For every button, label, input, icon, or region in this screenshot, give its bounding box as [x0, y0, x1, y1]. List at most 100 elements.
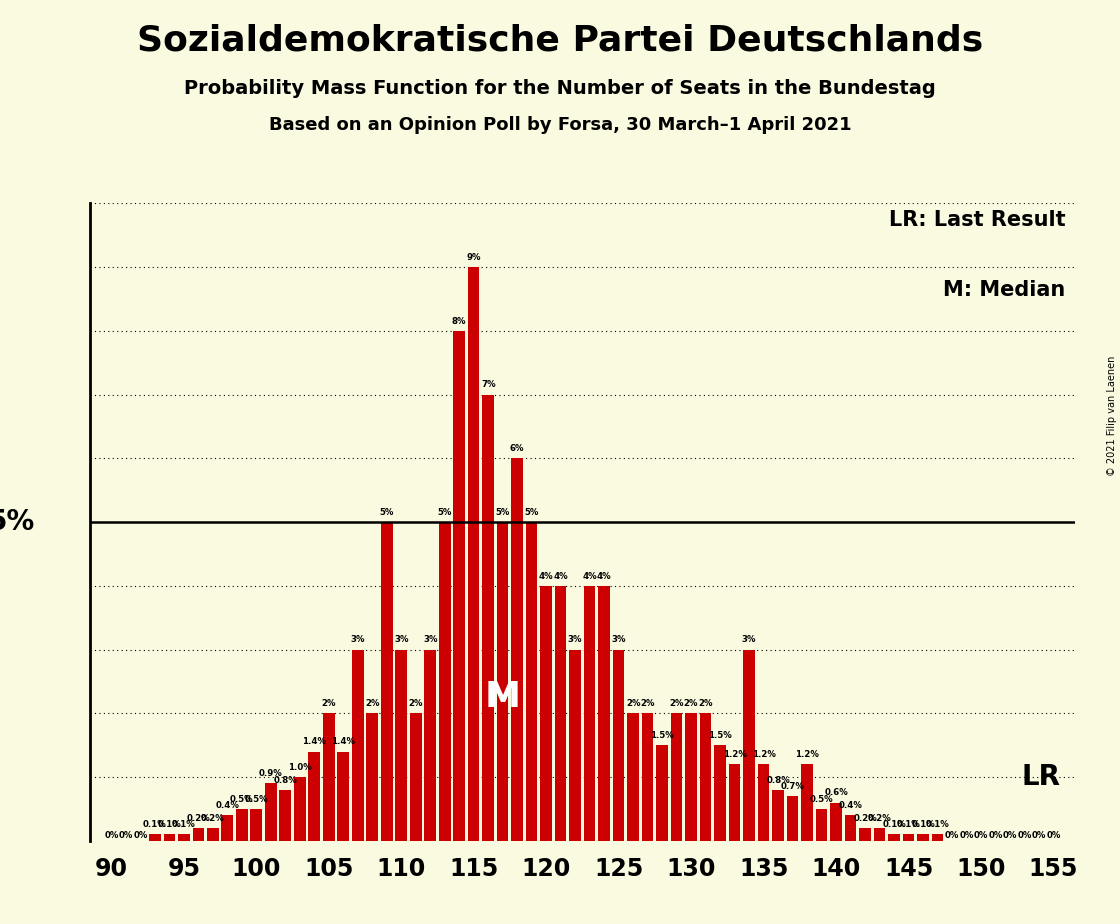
- Text: Probability Mass Function for the Number of Seats in the Bundestag: Probability Mass Function for the Number…: [184, 79, 936, 98]
- Bar: [323, 713, 335, 841]
- Text: 0.8%: 0.8%: [273, 776, 297, 784]
- Bar: [801, 764, 813, 841]
- Text: 0%: 0%: [1046, 831, 1061, 840]
- Bar: [844, 815, 857, 841]
- Text: 5%: 5%: [524, 508, 539, 517]
- Text: 4%: 4%: [597, 572, 612, 580]
- Text: 0.5%: 0.5%: [810, 795, 833, 804]
- Bar: [671, 713, 682, 841]
- Bar: [395, 650, 407, 841]
- Text: 0.1%: 0.1%: [925, 821, 950, 830]
- Text: M: M: [485, 680, 521, 714]
- Bar: [526, 522, 538, 841]
- Bar: [308, 751, 320, 841]
- Bar: [700, 713, 711, 841]
- Bar: [366, 713, 379, 841]
- Bar: [337, 751, 349, 841]
- Text: 4%: 4%: [539, 572, 553, 580]
- Bar: [830, 803, 842, 841]
- Bar: [815, 809, 828, 841]
- Bar: [584, 586, 596, 841]
- Text: © 2021 Filip van Laenen: © 2021 Filip van Laenen: [1108, 356, 1117, 476]
- Text: 1.4%: 1.4%: [302, 737, 326, 747]
- Bar: [786, 796, 799, 841]
- Text: 1.2%: 1.2%: [752, 750, 775, 760]
- Text: 1.5%: 1.5%: [651, 731, 674, 740]
- Bar: [468, 267, 479, 841]
- Bar: [744, 650, 755, 841]
- Bar: [424, 650, 436, 841]
- Bar: [569, 650, 581, 841]
- Text: 2%: 2%: [699, 699, 712, 708]
- Bar: [656, 745, 668, 841]
- Text: 1.2%: 1.2%: [795, 750, 819, 760]
- Text: 0%: 0%: [988, 831, 1002, 840]
- Bar: [497, 522, 508, 841]
- Bar: [381, 522, 392, 841]
- Text: 2%: 2%: [409, 699, 423, 708]
- Bar: [149, 834, 160, 841]
- Text: 0.4%: 0.4%: [215, 801, 240, 810]
- Text: 3%: 3%: [741, 636, 756, 644]
- Text: 1.2%: 1.2%: [722, 750, 747, 760]
- Text: 8%: 8%: [452, 317, 466, 325]
- Bar: [642, 713, 653, 841]
- Bar: [613, 650, 625, 841]
- Text: 0.9%: 0.9%: [259, 770, 282, 778]
- Text: 0.1%: 0.1%: [912, 821, 935, 830]
- Text: 5%: 5%: [495, 508, 510, 517]
- Bar: [236, 809, 248, 841]
- Text: 4%: 4%: [582, 572, 597, 580]
- Text: 1.5%: 1.5%: [708, 731, 732, 740]
- Bar: [888, 834, 899, 841]
- Bar: [280, 790, 291, 841]
- Text: 2%: 2%: [684, 699, 699, 708]
- Text: 0.5%: 0.5%: [244, 795, 268, 804]
- Text: 6%: 6%: [510, 444, 524, 453]
- Bar: [512, 458, 523, 841]
- Text: 0.4%: 0.4%: [839, 801, 862, 810]
- Text: 9%: 9%: [466, 253, 480, 261]
- Text: 0%: 0%: [133, 831, 148, 840]
- Bar: [410, 713, 421, 841]
- Text: 3%: 3%: [394, 636, 409, 644]
- Bar: [715, 745, 726, 841]
- Text: 0.2%: 0.2%: [868, 814, 892, 823]
- Bar: [439, 522, 450, 841]
- Text: 0%: 0%: [1032, 831, 1046, 840]
- Text: M: Median: M: Median: [943, 280, 1065, 299]
- Text: LR: Last Result: LR: Last Result: [888, 210, 1065, 230]
- Bar: [758, 764, 769, 841]
- Text: 2%: 2%: [641, 699, 655, 708]
- Text: 3%: 3%: [568, 636, 582, 644]
- Text: 3%: 3%: [612, 636, 626, 644]
- Bar: [193, 828, 204, 841]
- Bar: [773, 790, 784, 841]
- Bar: [729, 764, 740, 841]
- Bar: [627, 713, 638, 841]
- Bar: [540, 586, 552, 841]
- Text: 1.0%: 1.0%: [288, 763, 311, 772]
- Text: 0.2%: 0.2%: [200, 814, 225, 823]
- Text: 2%: 2%: [626, 699, 641, 708]
- Bar: [903, 834, 914, 841]
- Bar: [917, 834, 928, 841]
- Text: 5%: 5%: [438, 508, 451, 517]
- Text: 0%: 0%: [119, 831, 133, 840]
- Text: 1.4%: 1.4%: [332, 737, 355, 747]
- Bar: [222, 815, 233, 841]
- Text: 0.6%: 0.6%: [824, 788, 848, 797]
- Text: 3%: 3%: [351, 636, 365, 644]
- Text: 4%: 4%: [553, 572, 568, 580]
- Text: 0%: 0%: [1002, 831, 1017, 840]
- Bar: [265, 784, 277, 841]
- Bar: [874, 828, 885, 841]
- Text: 2%: 2%: [321, 699, 336, 708]
- Text: 7%: 7%: [480, 381, 495, 389]
- Bar: [554, 586, 567, 841]
- Bar: [859, 828, 871, 841]
- Bar: [352, 650, 364, 841]
- Text: 0.2%: 0.2%: [186, 814, 211, 823]
- Text: 5%: 5%: [0, 508, 36, 536]
- Text: 0.1%: 0.1%: [143, 821, 167, 830]
